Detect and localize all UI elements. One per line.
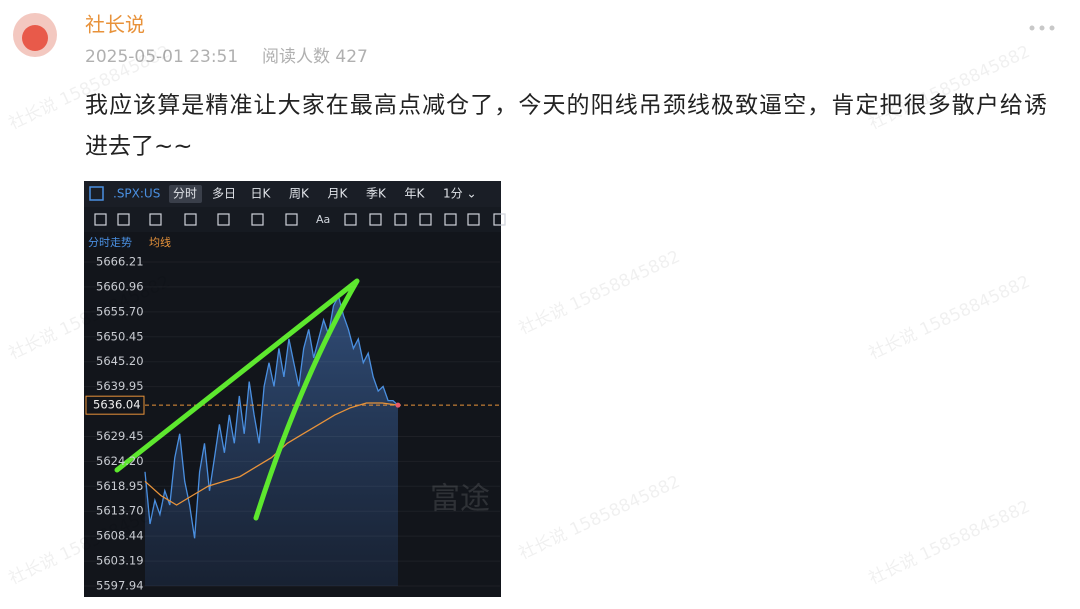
username[interactable]: 社长说 (85, 13, 145, 37)
y-tick-label: 5645.20 (96, 354, 144, 368)
tool-icon[interactable] (94, 213, 107, 226)
legend-label: 分时走势 (88, 236, 132, 249)
y-tick-label: 5624.20 (96, 454, 144, 468)
tool-text[interactable]: Aa (316, 213, 330, 226)
tab[interactable]: 年K (405, 187, 426, 201)
price-line (144, 294, 399, 539)
watermark: 社长说 15858845882 (866, 497, 1033, 589)
tool-icon[interactable] (467, 213, 480, 226)
tool-icon[interactable] (285, 213, 298, 226)
tool-icon[interactable] (184, 213, 197, 226)
tool-icon[interactable] (369, 213, 382, 226)
y-tick-label: 5660.96 (96, 279, 144, 293)
more-menu[interactable] (1029, 25, 1055, 31)
tool-icon[interactable] (217, 213, 230, 226)
y-tick-label: 5639.95 (96, 379, 144, 393)
tab[interactable]: 分时 (173, 187, 197, 201)
avatar-face (22, 25, 48, 51)
post-text: 进去了~~ (85, 134, 193, 160)
tool-icon[interactable] (251, 213, 264, 226)
sidebar-icon[interactable] (89, 186, 104, 201)
tab[interactable]: 多日 (212, 187, 236, 201)
annotation-stroke (114, 278, 360, 521)
tab[interactable]: 1分 ⌄ (443, 187, 477, 201)
tool-icon[interactable] (444, 213, 457, 226)
y-tick-label: 5655.70 (96, 304, 144, 318)
tool-icon[interactable] (149, 213, 162, 226)
tool-icon[interactable] (117, 213, 130, 226)
chart-toolbar (84, 207, 501, 232)
watermark: 社长说 15858845882 (866, 272, 1033, 364)
watermark: 社长说 15858845882 (516, 472, 683, 564)
tab[interactable]: 月K (328, 187, 349, 201)
chart-tabs (84, 181, 501, 207)
tool-icon[interactable] (419, 213, 432, 226)
tab-active (169, 185, 202, 203)
y-tick-label: 5629.45 (96, 429, 144, 443)
tool-icon[interactable] (493, 213, 506, 226)
post-date: 2025-05-01 23:51 (85, 47, 238, 67)
last-price-dot (395, 402, 401, 408)
tab[interactable]: 日K (251, 187, 272, 201)
y-tick-label: 5597.94 (96, 579, 144, 593)
legend-label: 均线 (149, 235, 171, 249)
tool-icon[interactable] (394, 213, 407, 226)
read-count: 阅读人数 427 (262, 47, 368, 67)
average-line (144, 402, 399, 506)
y-tick-label: 5650.45 (96, 329, 144, 343)
y-tick-label: 5608.44 (96, 529, 144, 543)
symbol: .SPX:US (113, 187, 160, 201)
tab[interactable]: 周K (289, 187, 310, 201)
y-tick-label: 5618.95 (96, 479, 144, 493)
y-tick-label: 5603.19 (96, 554, 144, 568)
watermark: 社长说 15858845882 (516, 247, 683, 339)
watermark: 社长说 15858845882 (866, 42, 1033, 134)
last-price-label: 5636.04 (93, 398, 141, 412)
tool-icon[interactable] (344, 213, 357, 226)
price-area (145, 296, 398, 586)
y-tick-label: 5613.70 (96, 504, 144, 518)
last-price-box (85, 395, 145, 415)
logo-watermark: 富途 (430, 482, 490, 517)
tab[interactable]: 季K (366, 187, 387, 201)
post-text: 我应该算是精准让大家在最高点减仓了，今天的阳线吊颈线极致逼空，肯定把很多散户给诱 (85, 93, 1047, 119)
y-tick-label: 5666.21 (96, 255, 144, 269)
